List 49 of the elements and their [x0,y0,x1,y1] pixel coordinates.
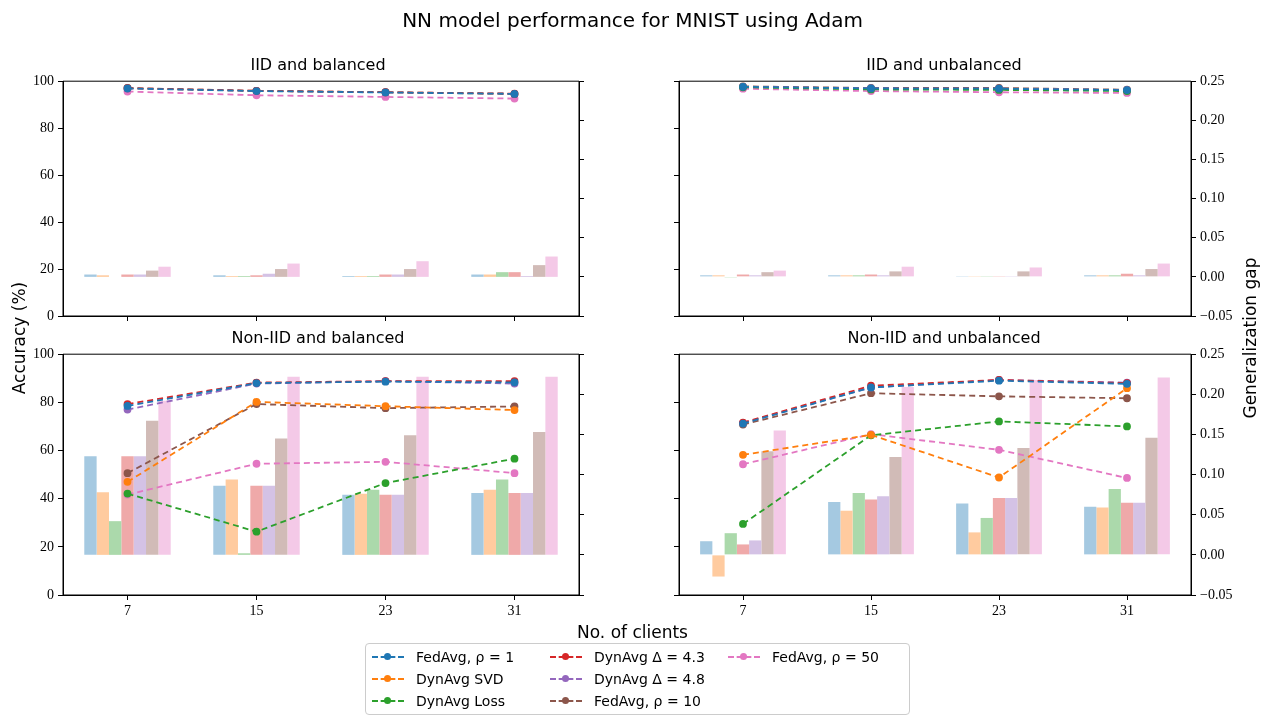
legend-label: DynAvg Δ = 4.3 [594,649,705,665]
y2-tick-label: 0.00 [1200,546,1225,562]
legend-label: FedAvg, ρ = 10 [594,693,701,709]
x-tick-label: 15 [249,603,264,619]
text: NN model performance for MNIST using Adam [401,8,864,32]
y2-tick-label: 0.20 [1200,386,1225,402]
y2-tick-label: 0.25 [1200,345,1225,361]
x-tick-label: 23 [378,603,393,619]
y-tick-label: 40 [40,490,54,506]
y-tick-label: 0 [47,586,54,602]
y2-tick-label: 0.20 [1200,112,1225,128]
legend-label: DynAvg Loss [416,693,506,709]
legend-label: FedAvg, ρ = 50 [772,649,879,665]
x-tick-label: 23 [992,603,1006,619]
y-tick-label: 60 [40,442,54,458]
y2-tick-label: 0.05 [1200,229,1225,245]
y-axis-title: Accuracy (%) [9,281,29,395]
chart-title: IID and balanced [250,54,386,74]
legend-label: DynAvg SVD [416,671,504,687]
y2-tick-label: −0.05 [1200,307,1233,323]
y-tick-label: 60 [40,166,54,182]
x-tick-label: 7 [124,603,131,619]
chart-title: Non-IID and balanced [231,327,405,347]
y2-axis-title: Generalization gap [1240,257,1260,419]
x-tick-label: 31 [507,603,522,619]
y-tick-label: 20 [40,260,54,276]
y-tick-label: 100 [33,72,54,88]
y-tick-label: 80 [40,394,54,410]
y2-tick-label: 0.25 [1200,72,1225,88]
y2-tick-label: 0.15 [1200,426,1225,442]
y2-tick-label: 0.10 [1200,190,1225,206]
x-tick-label: 15 [864,603,878,619]
y-tick-label: 20 [40,538,54,554]
y-tick-label: 100 [33,345,54,361]
y2-tick-label: −0.05 [1200,586,1233,602]
y-tick-label: 0 [47,307,54,323]
x-tick-label: 7 [739,603,747,619]
legend-label: DynAvg Δ = 4.8 [594,671,705,687]
y2-tick-label: 0.05 [1200,506,1225,522]
y-tick-label: 40 [40,213,54,229]
y2-tick-label: 0.10 [1200,466,1225,482]
y-tick-label: 80 [40,119,54,135]
y2-tick-label: 0.00 [1200,268,1225,284]
x-axis-title: No. of clients [576,622,689,642]
chart-title: IID and unbalanced [866,54,1022,74]
chart-title: Non-IID and unbalanced [847,327,1041,347]
x-tick-label: 31 [1120,603,1134,619]
legend-label: FedAvg, ρ = 1 [416,649,515,665]
y2-tick-label: 0.15 [1200,151,1225,167]
